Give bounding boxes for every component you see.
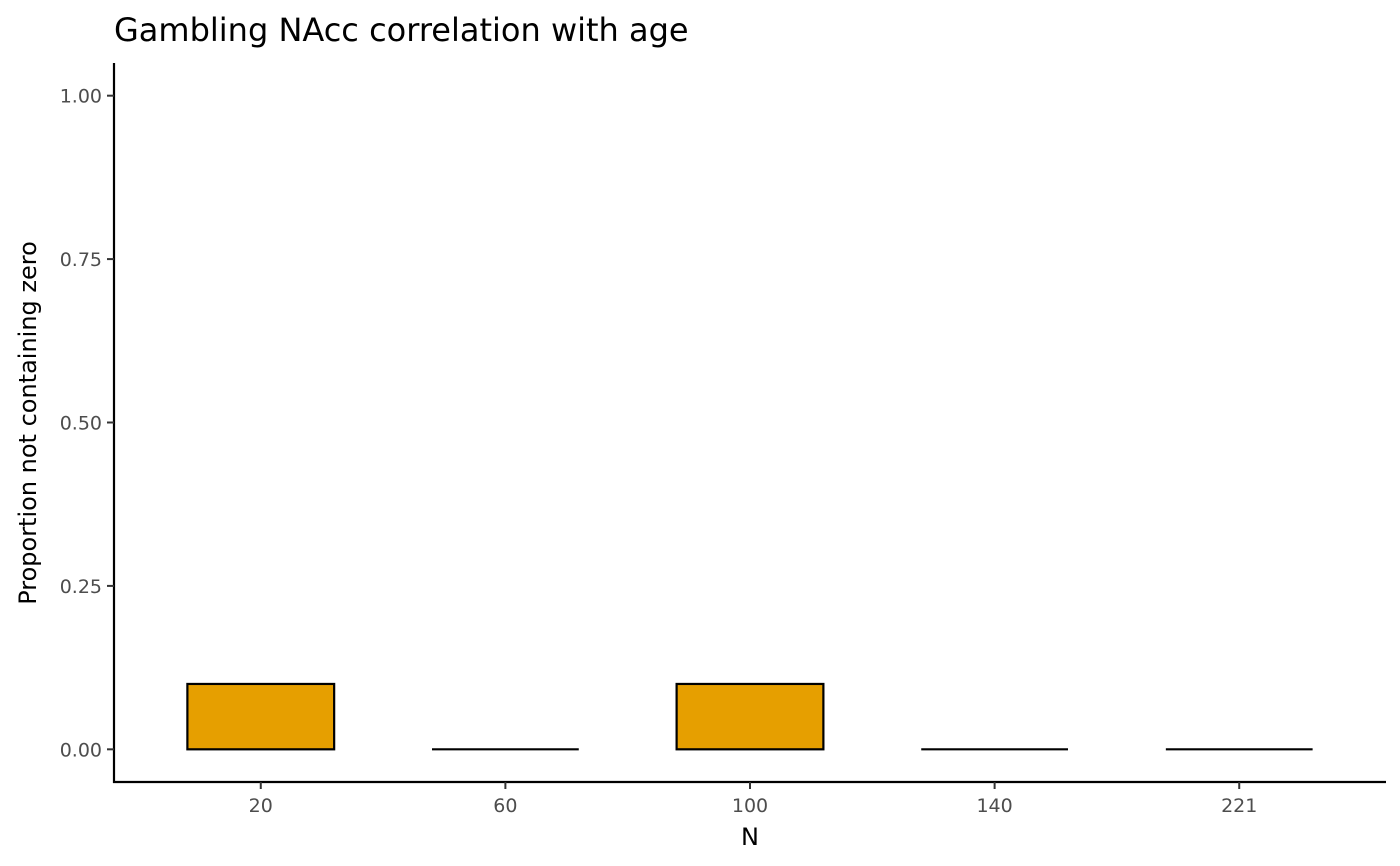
chart-title: Gambling NAcc correlation with age	[114, 11, 689, 49]
y-tick-label: 1.00	[60, 86, 102, 108]
bar	[675, 682, 825, 751]
x-tick-label: 60	[493, 795, 517, 817]
x-axis-ticks: 20 60 100 140 221	[249, 782, 1257, 817]
bar	[186, 682, 336, 751]
y-tick-label: 0.00	[60, 739, 102, 761]
x-tick-label: 100	[732, 795, 768, 817]
y-axis-ticks: 0.00 0.25 0.50 0.75 1.00	[60, 86, 114, 761]
x-tick-label: 140	[976, 795, 1012, 817]
x-tick-label: 20	[249, 795, 273, 817]
y-axis-title: Proportion not containing zero	[14, 241, 42, 605]
plot-area	[186, 682, 1313, 751]
x-axis-title: N	[741, 823, 759, 851]
y-tick-label: 0.25	[60, 576, 102, 598]
y-tick-label: 0.50	[60, 413, 102, 435]
x-tick-label: 221	[1221, 795, 1257, 817]
y-tick-label: 0.75	[60, 249, 102, 271]
